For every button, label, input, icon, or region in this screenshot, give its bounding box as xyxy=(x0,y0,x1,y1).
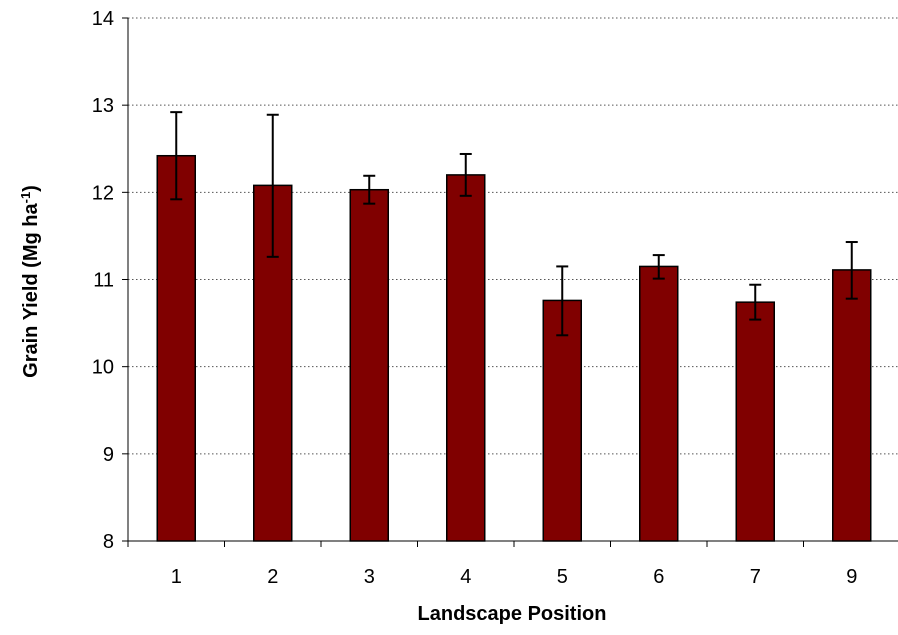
y-axis-title-main: Grain Yield (Mg ha xyxy=(20,203,42,378)
error-bar-position-7 xyxy=(749,283,762,321)
bar-position-1 xyxy=(156,154,196,542)
x-tick-labels: 1 2 3 4 5 6 7 9 xyxy=(171,566,858,588)
bar-position-3 xyxy=(349,188,389,542)
y-axis-title: Grain Yield (Mg ha-1) xyxy=(18,185,43,378)
y-tick-label: 14 xyxy=(92,8,114,30)
error-bar-position-2 xyxy=(266,113,279,258)
y-tick-label: 13 xyxy=(92,95,114,117)
error-bar-position-6 xyxy=(652,254,665,280)
bar-position-7 xyxy=(735,301,775,542)
bars xyxy=(156,111,872,542)
x-axis-title: Landscape Position xyxy=(418,603,607,625)
x-tick-label: 7 xyxy=(750,566,761,588)
y-tick-label: 11 xyxy=(93,270,114,292)
error-bar-position-1 xyxy=(170,111,183,201)
y-tick-label: 10 xyxy=(92,357,114,379)
y-tick-labels: 8 9 10 11 12 13 14 xyxy=(92,8,114,553)
gridlines xyxy=(128,17,898,455)
y-tick-label: 12 xyxy=(92,182,114,204)
y-axis-title-superscript: -1 xyxy=(18,192,33,204)
bar-position-6 xyxy=(639,265,679,542)
x-tick-label: 5 xyxy=(557,566,568,588)
y-tick-label: 8 xyxy=(103,531,114,553)
x-tick-label: 2 xyxy=(267,566,278,588)
axes xyxy=(122,17,898,547)
x-tick-label: 1 xyxy=(171,566,182,588)
x-tick-label: 4 xyxy=(460,566,471,588)
x-tick-label: 9 xyxy=(846,566,857,588)
bar-position-9 xyxy=(832,269,872,542)
x-tick-label: 6 xyxy=(653,566,664,588)
x-tick-label: 3 xyxy=(364,566,375,588)
error-bar-position-5 xyxy=(556,265,569,337)
bar-position-5 xyxy=(542,299,582,542)
error-bar-position-4 xyxy=(459,152,472,197)
y-axis-title-close: ) xyxy=(20,185,42,192)
error-bar-position-9 xyxy=(845,241,858,300)
y-tick-label: 9 xyxy=(103,444,114,466)
bar-position-4 xyxy=(446,174,486,542)
error-bar-position-3 xyxy=(363,174,376,205)
